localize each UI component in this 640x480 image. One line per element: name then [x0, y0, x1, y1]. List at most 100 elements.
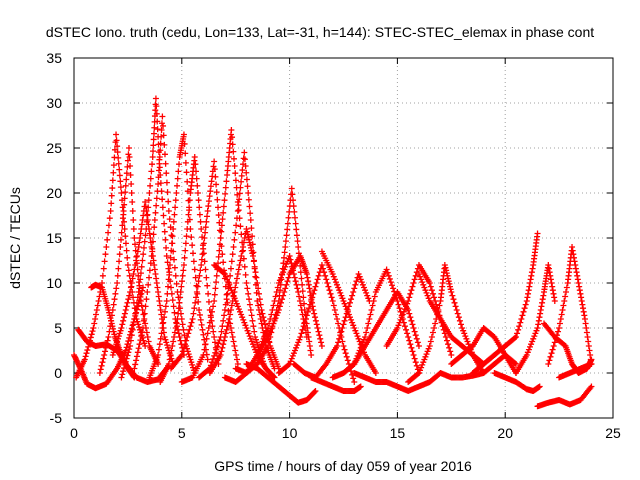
- data-point: [353, 278, 360, 285]
- data-point: [458, 321, 465, 328]
- data-point: [227, 307, 234, 313]
- data-point: [552, 335, 559, 342]
- data-point: [157, 147, 164, 154]
- data-point: [291, 274, 298, 281]
- data-point: [122, 307, 129, 313]
- data-point: [427, 338, 434, 345]
- data-point: [127, 163, 134, 169]
- data-point: [462, 333, 469, 340]
- data-point: [524, 349, 531, 356]
- data-point: [284, 226, 291, 233]
- data-point: [98, 362, 105, 369]
- data-point: [420, 281, 427, 288]
- data-point: [351, 325, 358, 331]
- data-point: [150, 130, 157, 137]
- data-point: [562, 293, 569, 300]
- data-point: [204, 282, 211, 289]
- data-point: [452, 303, 459, 310]
- data-point: [165, 344, 172, 351]
- series-36: [545, 244, 595, 367]
- data-point: [175, 310, 182, 317]
- data-point: [221, 307, 228, 313]
- data-point: [343, 353, 350, 360]
- data-point: [337, 332, 344, 339]
- data-point: [366, 316, 373, 322]
- data-point: [121, 365, 128, 372]
- data-point: [231, 236, 238, 243]
- data-point: [165, 361, 172, 367]
- data-point: [363, 329, 370, 336]
- data-point: [181, 140, 188, 147]
- data-point: [383, 266, 390, 273]
- data-point: [190, 250, 197, 257]
- data-point: [310, 290, 317, 297]
- data-point: [105, 334, 112, 340]
- data-point: [159, 325, 166, 331]
- data-point: [228, 287, 235, 294]
- data-point: [282, 238, 289, 245]
- data-point: [210, 328, 217, 335]
- data-point: [130, 217, 137, 223]
- data-point: [128, 190, 135, 196]
- data-point: [220, 341, 227, 348]
- data-point: [285, 274, 292, 281]
- data-point: [140, 317, 147, 324]
- data-point: [192, 161, 199, 168]
- data-point: [233, 356, 240, 363]
- data-point: [131, 374, 138, 381]
- data-point: [174, 316, 181, 322]
- data-point: [588, 383, 595, 390]
- data-point: [425, 345, 432, 352]
- data-point: [407, 290, 414, 297]
- data-point: [157, 335, 164, 342]
- data-point: [334, 281, 341, 288]
- data-point: [196, 272, 203, 279]
- data-point: [399, 311, 406, 318]
- data-point: [191, 154, 198, 160]
- data-point: [133, 353, 140, 360]
- data-point: [246, 333, 253, 340]
- data-point: [211, 291, 218, 298]
- data-point: [246, 301, 253, 308]
- data-point: [112, 290, 119, 297]
- data-point: [546, 357, 553, 364]
- data-point: [238, 253, 245, 259]
- data-point: [290, 350, 297, 357]
- x-axis-label: GPS time / hours of day 059 of year 2016: [214, 458, 472, 474]
- data-point: [125, 349, 132, 356]
- data-point: [357, 276, 364, 283]
- data-point: [318, 262, 325, 268]
- data-point: [210, 356, 217, 363]
- data-point: [339, 338, 346, 345]
- data-point: [385, 272, 392, 279]
- data-point: [414, 339, 421, 346]
- data-point: [252, 269, 259, 276]
- data-point: [219, 323, 226, 330]
- data-point: [234, 303, 241, 310]
- data-point: [120, 208, 127, 214]
- data-point: [406, 294, 413, 301]
- data-point: [365, 295, 372, 302]
- data-point: [269, 323, 276, 330]
- data-point: [211, 298, 218, 304]
- data-point: [114, 338, 121, 345]
- data-point: [164, 342, 171, 349]
- data-point: [403, 326, 410, 333]
- data-point: [166, 269, 173, 276]
- data-point: [140, 311, 147, 318]
- data-point: [528, 341, 535, 348]
- data-point: [330, 302, 337, 309]
- data-point: [265, 343, 272, 349]
- data-point: [136, 324, 143, 331]
- data-point: [160, 122, 167, 129]
- data-point: [255, 285, 262, 292]
- data-point: [218, 328, 225, 335]
- data-point: [245, 190, 252, 196]
- data-point: [259, 310, 266, 317]
- data-point: [136, 341, 143, 348]
- data-point: [245, 330, 252, 337]
- data-point: [297, 262, 304, 269]
- data-point: [272, 315, 279, 322]
- data-point: [214, 196, 221, 203]
- data-point: [195, 278, 202, 285]
